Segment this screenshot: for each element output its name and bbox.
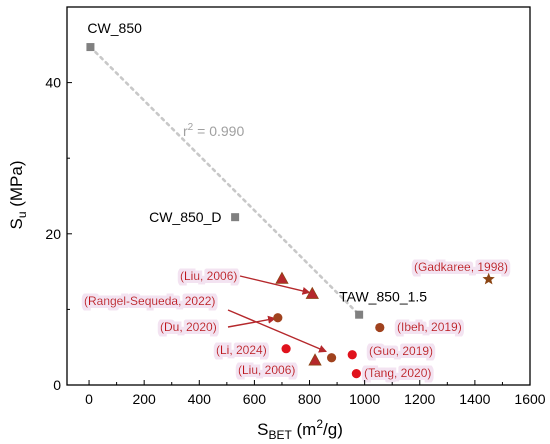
annotation-arrow [227, 309, 327, 353]
tick-layer: 0 200 400 600 800 1000 1200 1400 1600 0 20 40 [45, 75, 545, 407]
data-point-circle [347, 350, 357, 360]
r2-annotation: r2 = 0.990 [183, 122, 244, 139]
y-tick-label: 20 [45, 226, 61, 242]
y-tick-label: 40 [45, 75, 61, 91]
x-tick-label: 1400 [459, 391, 490, 407]
reference-annotation: (Liu, 2006) [180, 269, 237, 283]
point-label: CW_850_D [149, 209, 221, 225]
x-tick-label: 800 [298, 391, 322, 407]
label-layer: CW_850 CW_850_D TAW_850_1.5 [87, 20, 427, 305]
reference-annotation: (Ibeh, 2019) [397, 320, 462, 334]
x-tick-label: 400 [188, 391, 212, 407]
reference-annotation: (Guo, 2019) [369, 344, 433, 358]
x-tick-label: 1600 [514, 391, 545, 407]
data-point-circle [326, 353, 337, 363]
reference-annotation: (Li, 2024) [216, 343, 267, 357]
annotation-arrow [227, 315, 277, 328]
point-label: CW_850 [87, 20, 142, 36]
x-tick-label: 1200 [404, 391, 435, 407]
data-point-square [231, 213, 240, 222]
reference-annotation: (Liu, 2006) [238, 363, 295, 377]
data-point-triangle [275, 271, 289, 284]
point-label: TAW_850_1.5 [339, 289, 427, 305]
data-point-circle [351, 369, 361, 379]
y-axis-title: Su (MPa) [7, 160, 29, 229]
x-axis-title: SBET (m2/g) [257, 417, 343, 442]
point-layer [86, 43, 495, 379]
x-tick-label: 1000 [349, 391, 380, 407]
data-point-square [355, 310, 364, 319]
reference-annotation: (Tang, 2020) [364, 366, 431, 380]
data-point-circle [273, 313, 283, 323]
reference-annotation: (Du, 2020) [160, 320, 217, 334]
data-point-square [86, 43, 95, 52]
reference-annotation: (Rangel-Sequeda, 2022) [84, 294, 215, 308]
annotation-layer: (Gadkaree, 1998) (Liu, 2006) (Rangel-Seque… [84, 260, 508, 380]
annotation-arrow [239, 275, 311, 295]
x-tick-label: 600 [243, 391, 267, 407]
fit-line [89, 45, 361, 316]
data-point-triangle [308, 353, 322, 366]
plot-frame [66, 6, 531, 386]
data-point-circle [375, 322, 385, 333]
y-tick-label: 0 [53, 377, 61, 393]
x-tick-label: 200 [132, 391, 156, 407]
x-tick-label: 0 [85, 391, 93, 407]
data-point-star [482, 272, 495, 285]
fit-layer [89, 45, 361, 316]
data-point-circle [281, 344, 291, 354]
reference-annotation: (Gadkaree, 1998) [414, 260, 508, 274]
data-point-triangle [305, 286, 319, 299]
